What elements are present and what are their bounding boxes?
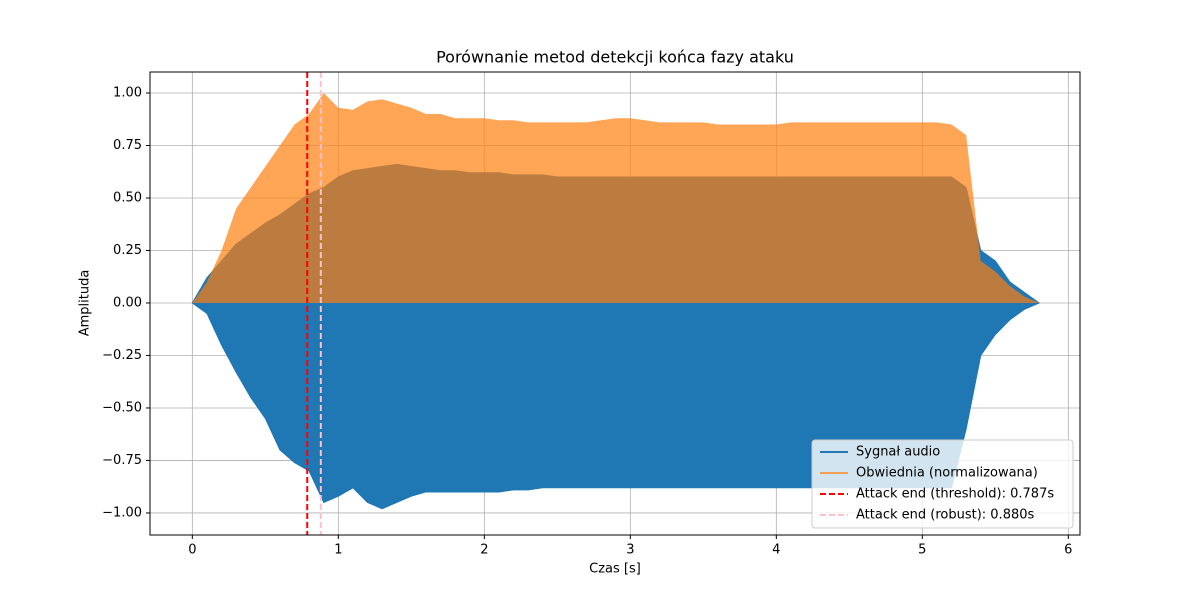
x-tick-label: 1 — [334, 543, 342, 558]
y-axis-label: Amplituda — [78, 270, 93, 337]
x-axis-label: Czas [s] — [589, 562, 641, 577]
x-tick-label: 2 — [480, 543, 488, 558]
legend-box — [811, 439, 1074, 529]
legend-label: Obwiednia (normalizowana) — [856, 466, 1038, 481]
legend-label: Sygnał audio — [856, 445, 940, 460]
x-tick-label: 6 — [1064, 543, 1072, 558]
legend-label: Attack end (robust): 0.880s — [856, 508, 1035, 523]
plot-frame — [149, 71, 1081, 536]
x-tick-label: 5 — [918, 543, 926, 558]
y-tick-label: −0.25 — [102, 348, 142, 363]
y-tick-label: 1.00 — [113, 85, 142, 100]
envelope — [192, 92, 1040, 303]
y-tick-label: 0.00 — [113, 295, 142, 310]
y-tick-label: −0.50 — [102, 400, 142, 415]
x-tick-label: 0 — [188, 543, 196, 558]
legend-label: Attack end (threshold): 0.787s — [856, 487, 1054, 502]
y-tick-label: 0.25 — [113, 243, 142, 258]
x-tick-label: 3 — [626, 543, 634, 558]
y-tick-label: −1.00 — [102, 505, 142, 520]
chart-title: Porównanie metod detekcji końca fazy ata… — [436, 48, 794, 67]
y-tick-label: 0.75 — [113, 138, 142, 153]
y-tick-label: −0.75 — [102, 453, 142, 468]
y-tick-label: 0.50 — [113, 190, 142, 205]
x-tick-label: 4 — [772, 543, 780, 558]
